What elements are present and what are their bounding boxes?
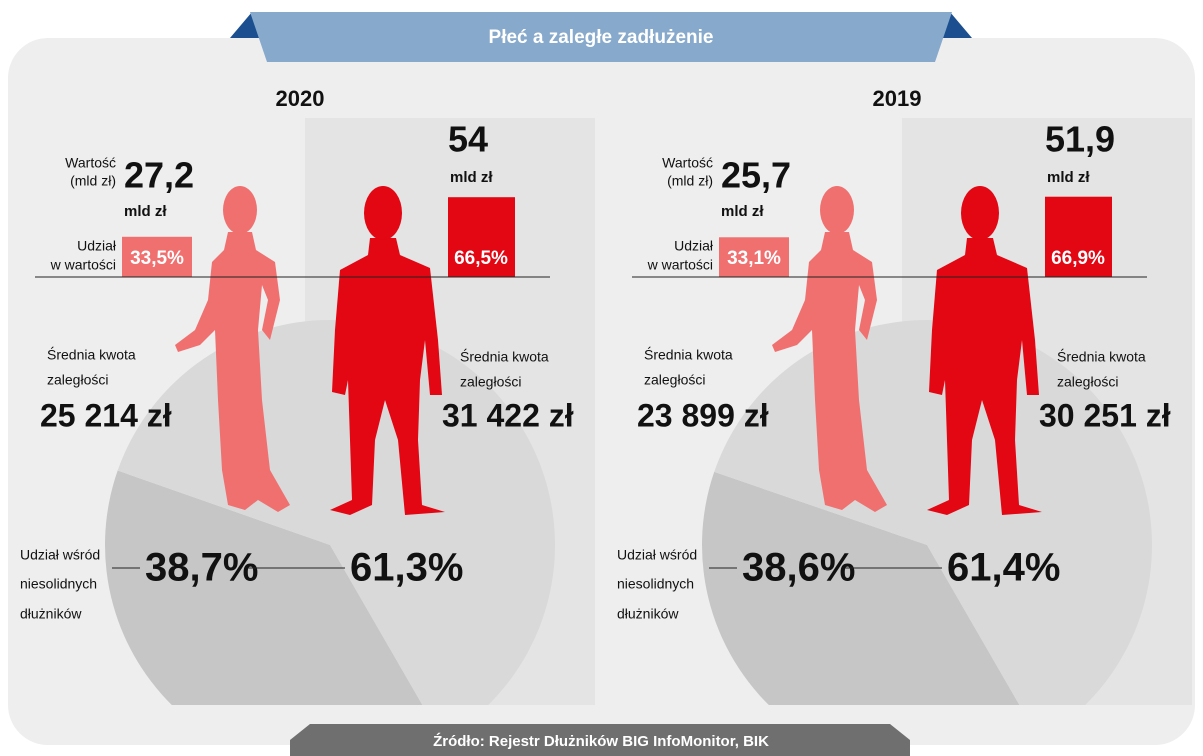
label: Średnia kwota: [644, 346, 733, 363]
label: zaległości: [47, 372, 108, 388]
year: 2019: [873, 86, 922, 111]
men-value: 54: [448, 119, 488, 160]
label: w wartości: [647, 257, 713, 273]
unit: mld zł: [124, 203, 167, 220]
women-share: 33,5%: [130, 248, 184, 269]
year: 2020: [276, 86, 325, 111]
unit: mld zł: [1047, 169, 1090, 186]
label: niesolidnych: [617, 576, 694, 592]
man-head: [364, 186, 402, 240]
women-share: 33,1%: [727, 248, 781, 269]
label: w wartości: [50, 257, 116, 273]
woman-head: [223, 186, 257, 234]
men-share: 66,9%: [1051, 248, 1105, 269]
men-average: 30 251 zł: [1039, 397, 1171, 433]
label: (mld zł): [667, 173, 713, 189]
man-head: [961, 186, 999, 240]
label: zaległości: [1057, 374, 1118, 390]
men-average: 31 422 zł: [442, 397, 574, 433]
label: Udział: [674, 238, 714, 254]
men-value: 51,9: [1045, 119, 1115, 160]
woman-head: [820, 186, 854, 234]
infographic: Płeć a zaległe zadłużenie 2020 Wartość (ml…: [0, 0, 1203, 756]
label: Udział wśród: [20, 547, 100, 563]
women-average: 23 899 zł: [637, 397, 769, 433]
unit: mld zł: [450, 169, 493, 186]
label: dłużników: [20, 606, 82, 622]
label: niesolidnych: [20, 576, 97, 592]
women-average: 25 214 zł: [40, 397, 172, 433]
men-debtors: 61,4%: [947, 546, 1060, 590]
men-share: 66,5%: [454, 248, 508, 269]
label: zaległości: [644, 372, 705, 388]
women-debtors: 38,6%: [742, 546, 855, 590]
label: (mld zł): [70, 173, 116, 189]
women-value: 27,2: [124, 155, 194, 196]
label: Wartość: [662, 155, 713, 171]
label: dłużników: [617, 606, 679, 622]
label: zaległości: [460, 374, 521, 390]
label: Udział: [77, 238, 117, 254]
title: Płeć a zaległe zadłużenie: [489, 27, 714, 48]
label: Średnia kwota: [1057, 348, 1146, 365]
label: Udział wśród: [617, 547, 697, 563]
label: Średnia kwota: [460, 348, 549, 365]
unit: mld zł: [721, 203, 764, 220]
women-debtors: 38,7%: [145, 546, 258, 590]
women-value: 25,7: [721, 155, 791, 196]
label: Średnia kwota: [47, 346, 136, 363]
men-debtors: 61,3%: [350, 546, 463, 590]
label: Wartość: [65, 155, 116, 171]
source: Źródło: Rejestr Dłużników BIG InfoMonito…: [433, 733, 769, 750]
